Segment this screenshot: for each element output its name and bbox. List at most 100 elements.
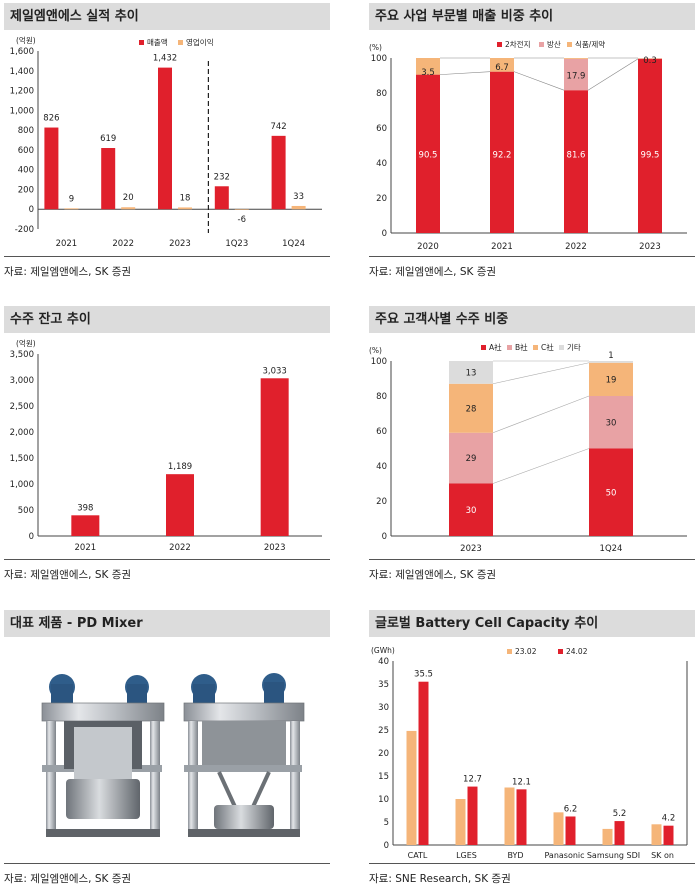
y-tick-label: 60 [376,427,387,437]
y-tick-label: 5 [384,818,389,828]
y-tick-label: 1,000 [10,480,34,490]
bar-backlog [71,515,100,536]
bar-영업이익 [291,205,306,210]
y-tick-label: 1,600 [10,47,34,57]
data-label: 3.5 [421,68,435,78]
data-label: 81.6 [567,150,586,160]
y-tick-label: 3,500 [10,350,34,360]
bar-영업이익 [178,207,192,210]
data-label: 6.7 [495,63,509,73]
panel-battery-capacity: 글로벌 Battery Cell Capacity 추이 0 5 10 15 20 25 3… [369,610,695,885]
y-tick-label: 0 [382,532,387,542]
legend-entry: A社 [489,342,502,352]
x-tick-label: 2022 [565,242,587,252]
y-tick-label: 35 [378,680,389,690]
data-label: 33 [293,192,304,202]
bar-23.02 [504,787,515,845]
bar-23.02 [406,730,417,845]
data-label: 398 [77,503,93,513]
x-tick-label: 2022 [112,239,134,249]
y-tick-label: 200 [18,185,34,195]
bar-매출액 [271,135,286,210]
x-tick-label: Panasonic [544,851,584,860]
legend-swatch [559,345,564,350]
bar-매출액 [44,127,59,210]
data-label: 20 [123,193,134,203]
connector-line [587,58,639,91]
panel-earnings: 제일엠앤에스 실적 추이 -200 0 200 400 600 800 1,000 1,200… [4,3,330,278]
bar-24.02 [614,821,625,845]
panel-backlog: 수주 잔고 추이 0 500 1,000 1,500 2,000 2,500 3,000 3,… [4,306,330,581]
y-tick-label: 80 [376,392,387,402]
bar-23.02 [651,824,662,845]
y-tick-label: 3,000 [10,376,34,386]
bar-segment-2차전지 [638,58,662,233]
bar-segment-2차전지 [416,74,440,233]
bar-segment-C社 [589,362,633,396]
panel-segment-mix: 주요 사업 부문별 매출 비중 추이 0 20 40 60 80 100 (%) 2차전지 방산… [369,3,695,278]
data-label: 4.2 [662,814,676,824]
x-tick-label: Samsung SDI [587,851,640,860]
legend-swatch [497,42,502,47]
backlog-chart: 0 500 1,000 1,500 2,000 2,500 3,000 3,500 (억원) 39… [4,333,330,559]
bar-영업이익 [121,207,136,210]
x-tick-label: BYD [507,851,523,860]
y-tick-label: 2,000 [10,428,34,438]
connector-line [492,395,590,434]
legend-swatch [507,649,512,654]
bar-segment-식품/제약 [564,58,588,59]
data-label: 0.3 [643,56,657,66]
bar-segment-A社 [449,483,493,536]
y-tick-label: 500 [18,506,34,516]
bar-24.02 [516,789,527,845]
data-label: 1 [608,351,613,361]
x-tick-label: 2020 [417,242,439,252]
y-unit-label: (억원) [16,36,36,45]
bar-segment-2차전지 [564,90,588,233]
y-tick-label: 1,500 [10,454,34,464]
y-tick-label: 30 [378,703,389,713]
bar-매출액 [158,67,172,210]
y-tick-label: 100 [371,357,387,367]
bar-매출액 [101,148,116,210]
earnings-chart: -200 0 200 400 600 800 1,000 1,200 1,400 1,600 (억원… [4,30,330,256]
legend-swatch [139,40,144,45]
data-label: 92.2 [493,150,512,160]
legend-swatch [558,649,563,654]
legend-swatch [507,345,512,350]
y-tick-label: 20 [376,194,387,204]
source-note: 자료: SNE Research, SK 증권 [369,863,695,886]
data-label: 18 [180,193,191,203]
panel-title: 대표 제품 - PD Mixer [4,610,330,637]
legend-entry: 기타 [567,343,581,352]
battery-capacity-chart: 0 5 10 15 20 25 30 35 40 (GWh) 23.02 24.02 35.5 CATL 1… [369,637,695,863]
bar-매출액 [214,186,229,210]
data-label: 90.5 [419,150,438,160]
data-label: 12.1 [512,777,531,787]
x-tick-label: LGES [456,851,477,860]
bar-segment-식품/제약 [416,58,440,75]
panel-title: 수주 잔고 추이 [4,306,330,333]
y-tick-label: 40 [376,159,387,169]
data-label: 3,033 [262,366,286,376]
x-tick-label: 2022 [169,543,191,553]
segment-mix-chart: 0 20 40 60 80 100 (%) 2차전지 방산 식품/제약 2020 2021 2022 20… [369,30,695,256]
legend-entry: 방산 [547,39,561,49]
y-tick-label: 80 [376,89,387,99]
y-tick-label: 100 [371,54,387,64]
data-label: 1,432 [153,54,177,64]
bar-영업이익 [234,209,249,210]
bar-segment-B社 [449,432,493,484]
data-label: 619 [100,134,116,144]
bar-segment-2차전지 [490,71,514,234]
legend-swatch [533,345,538,350]
connector-line [439,71,491,75]
data-label: 30 [466,506,477,516]
mixer-image-2 [183,673,305,837]
data-label: 28 [466,404,477,414]
data-label: 232 [214,172,230,182]
data-label: -6 [238,215,246,225]
data-label: 99.5 [641,150,660,160]
data-label: 826 [43,114,59,124]
bar-segment-B社 [589,396,633,449]
